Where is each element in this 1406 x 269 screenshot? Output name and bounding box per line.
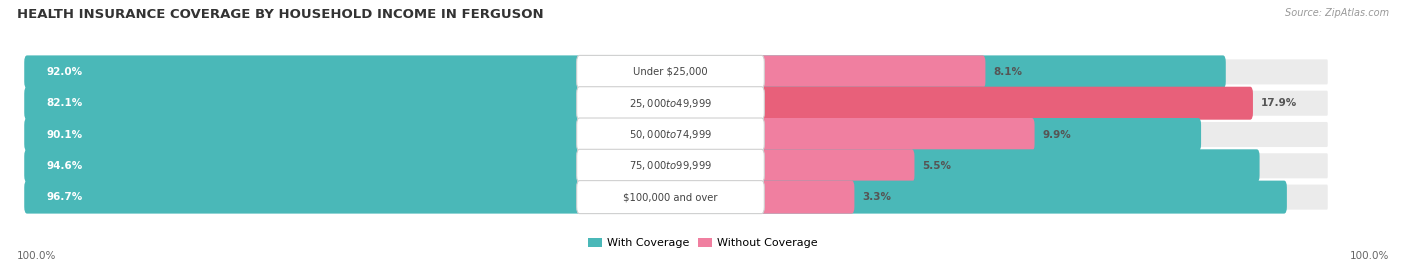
Text: HEALTH INSURANCE COVERAGE BY HOUSEHOLD INCOME IN FERGUSON: HEALTH INSURANCE COVERAGE BY HOUSEHOLD I… <box>17 8 544 21</box>
FancyBboxPatch shape <box>24 118 1201 151</box>
Legend: With Coverage, Without Coverage: With Coverage, Without Coverage <box>583 233 823 253</box>
FancyBboxPatch shape <box>576 180 765 214</box>
Text: 3.3%: 3.3% <box>862 192 891 202</box>
FancyBboxPatch shape <box>576 55 765 89</box>
FancyBboxPatch shape <box>24 55 1226 89</box>
Text: 8.1%: 8.1% <box>993 67 1022 77</box>
Text: 96.7%: 96.7% <box>46 192 83 202</box>
FancyBboxPatch shape <box>576 87 765 120</box>
Text: 17.9%: 17.9% <box>1261 98 1296 108</box>
FancyBboxPatch shape <box>759 149 914 182</box>
FancyBboxPatch shape <box>27 185 1327 210</box>
Text: Under $25,000: Under $25,000 <box>633 67 707 77</box>
Text: $50,000 to $74,999: $50,000 to $74,999 <box>628 128 711 141</box>
FancyBboxPatch shape <box>27 59 1327 84</box>
Text: Source: ZipAtlas.com: Source: ZipAtlas.com <box>1285 8 1389 18</box>
Text: 92.0%: 92.0% <box>46 67 83 77</box>
FancyBboxPatch shape <box>24 87 1097 120</box>
Text: $100,000 and over: $100,000 and over <box>623 192 717 202</box>
FancyBboxPatch shape <box>27 91 1327 116</box>
Text: 82.1%: 82.1% <box>46 98 83 108</box>
FancyBboxPatch shape <box>576 149 765 182</box>
Text: 100.0%: 100.0% <box>1350 251 1389 261</box>
FancyBboxPatch shape <box>24 149 1260 182</box>
Text: 100.0%: 100.0% <box>17 251 56 261</box>
FancyBboxPatch shape <box>759 87 1253 120</box>
Text: 94.6%: 94.6% <box>46 161 83 171</box>
FancyBboxPatch shape <box>759 180 855 214</box>
FancyBboxPatch shape <box>759 55 986 89</box>
Text: 90.1%: 90.1% <box>46 129 83 140</box>
Text: 5.5%: 5.5% <box>922 161 950 171</box>
Text: $75,000 to $99,999: $75,000 to $99,999 <box>628 159 711 172</box>
Text: $25,000 to $49,999: $25,000 to $49,999 <box>628 97 711 110</box>
FancyBboxPatch shape <box>759 118 1035 151</box>
FancyBboxPatch shape <box>27 153 1327 178</box>
FancyBboxPatch shape <box>27 122 1327 147</box>
FancyBboxPatch shape <box>24 180 1286 214</box>
FancyBboxPatch shape <box>576 118 765 151</box>
Text: 9.9%: 9.9% <box>1042 129 1071 140</box>
